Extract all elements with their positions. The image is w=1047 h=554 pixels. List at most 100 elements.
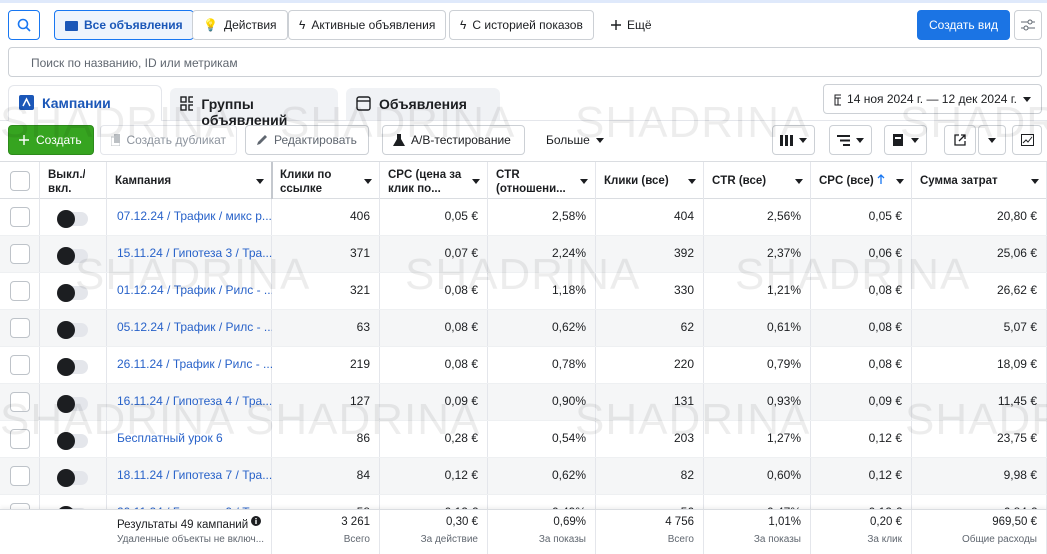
- checkbox[interactable]: [10, 171, 30, 191]
- tab-adsets[interactable]: Группы объявлений: [170, 88, 338, 128]
- metric-value: 0,08 €: [868, 320, 902, 334]
- filter-history[interactable]: ϟ С историей показов: [449, 10, 594, 40]
- campaign-link[interactable]: 07.12.24 / Трафик / микс р...: [117, 209, 272, 223]
- caret: [911, 137, 919, 143]
- column-header[interactable]: Кампания: [107, 162, 272, 199]
- header-label: Выкл./ вкл.: [48, 169, 85, 195]
- campaign-link[interactable]: 05.12.24 / Трафик / Рилс - ...: [117, 320, 272, 334]
- row-checkbox[interactable]: [10, 244, 30, 264]
- metric-value: 1,21%: [766, 283, 801, 297]
- column-header[interactable]: Клики по ссылке: [272, 162, 380, 199]
- more-button[interactable]: Больше: [535, 125, 615, 155]
- ab-button[interactable]: A/B-тестирование: [382, 125, 525, 155]
- row-checkbox[interactable]: [10, 207, 30, 227]
- table-body: 07.12.24 / Трафик / микс р... 406 0,05 € 2,…: [0, 199, 1047, 509]
- header-label: Сумма затрат: [920, 174, 998, 187]
- metric-value: 86: [356, 431, 370, 445]
- row-checkbox[interactable]: [10, 281, 30, 301]
- date-picker[interactable]: 14 ноя 2024 г. — 12 дек 2024 г.: [823, 84, 1042, 114]
- pencil-icon: [257, 135, 267, 145]
- metric-value: 0,12 €: [444, 468, 478, 482]
- toggle[interactable]: [57, 321, 88, 339]
- row-checkbox[interactable]: [10, 503, 30, 509]
- metric-value: 2,56%: [766, 209, 801, 223]
- cell-divider: [106, 199, 107, 235]
- campaign-link[interactable]: 18.11.24 / Гипотеза 7 / Тра...: [117, 468, 272, 482]
- campaign-link[interactable]: 15.11.24 / Гипотеза 3 / Тра...: [117, 246, 272, 260]
- metric-value: 1,18%: [551, 283, 586, 297]
- toggle[interactable]: [57, 284, 88, 302]
- cell-divider: [379, 495, 380, 509]
- table-row: 05.12.24 / Трафик / Рилс - ... 63 0,08 € 0,…: [0, 310, 1047, 347]
- campaign-link[interactable]: Бесплатный урок 6: [117, 431, 223, 445]
- row-checkbox[interactable]: [10, 318, 30, 338]
- campaign-link[interactable]: 26.11.24 / Трафик / Рилс - ...: [117, 357, 272, 371]
- cell-divider: [911, 236, 912, 272]
- export-icon: [954, 134, 966, 146]
- toggle[interactable]: [57, 210, 88, 228]
- toggle[interactable]: [57, 506, 88, 509]
- column-header[interactable]: Выкл./ вкл.: [40, 162, 107, 199]
- campaign-link[interactable]: 20.11.24 / Гипотеза 9 / Тра...: [107, 495, 272, 509]
- column-header[interactable]: CTR (все): [704, 162, 811, 199]
- cell-divider: [810, 495, 811, 509]
- metric-value: 0,90%: [551, 394, 586, 408]
- campaign-link[interactable]: 16.11.24 / Гипотеза 4 / Тра...: [117, 394, 272, 408]
- campaign-link[interactable]: 01.12.24 / Трафик / Рилс - ...: [117, 283, 272, 297]
- filter-all[interactable]: Все объявления: [54, 10, 194, 40]
- cell-divider: [106, 236, 107, 272]
- sort-caret: [795, 178, 803, 184]
- metric-value: 0,62%: [551, 468, 586, 482]
- column-header[interactable]: Сумма затрат: [912, 162, 1047, 199]
- edit-button[interactable]: Редактировать: [245, 125, 369, 155]
- duplicate-button[interactable]: Создать дубликат: [100, 125, 237, 155]
- column-header[interactable]: CPC (цена за клик по...: [380, 162, 488, 199]
- filter-actions[interactable]: 💡 Действия: [192, 10, 288, 40]
- cell-divider: [595, 421, 596, 457]
- row-checkbox[interactable]: [10, 466, 30, 486]
- toggle[interactable]: [57, 469, 88, 487]
- toggle[interactable]: [57, 358, 88, 376]
- export-button[interactable]: [944, 125, 976, 155]
- cell-divider: [39, 310, 40, 346]
- cell-divider: [39, 421, 40, 457]
- create-button[interactable]: Создать: [8, 125, 94, 155]
- reports-button[interactable]: [884, 125, 927, 155]
- column-header[interactable]: CTR (отношени...: [488, 162, 596, 199]
- search-button[interactable]: [8, 10, 40, 40]
- ab-label: A/B-тестирование: [411, 133, 511, 147]
- column-header[interactable]: Клики (все): [596, 162, 704, 199]
- metric-value: 0,49%: [488, 495, 596, 509]
- cell-divider: [810, 421, 811, 457]
- breakdown-button[interactable]: [829, 125, 872, 155]
- metric-value: 0,12 €: [380, 495, 488, 509]
- column-header[interactable]: CPC (все): [811, 162, 912, 199]
- toggle[interactable]: [57, 247, 88, 265]
- row-checkbox[interactable]: [10, 429, 30, 449]
- cell-divider: [595, 236, 596, 272]
- filter-active[interactable]: ϟ Активные объявления: [288, 10, 447, 40]
- row-checkbox[interactable]: [10, 392, 30, 412]
- export-menu[interactable]: [978, 125, 1006, 155]
- header-label: CPC (цена за клик по...: [388, 169, 462, 195]
- metric-value: 2,37%: [766, 246, 801, 260]
- cell-divider: [911, 384, 912, 420]
- search-input[interactable]: Поиск по названию, ID или метрикам: [8, 47, 1042, 77]
- tab-ads[interactable]: Объявления: [346, 88, 500, 120]
- more-filters[interactable]: Ещё: [600, 10, 663, 40]
- row-checkbox[interactable]: [10, 355, 30, 375]
- chart-button[interactable]: [1012, 125, 1042, 155]
- toggle[interactable]: [57, 395, 88, 413]
- cell-divider: [703, 199, 704, 235]
- create-view[interactable]: Создать вид: [917, 10, 1010, 40]
- tab-campaigns[interactable]: Кампании: [8, 85, 162, 121]
- toggle[interactable]: [57, 432, 88, 450]
- cell-divider: [810, 273, 811, 309]
- settings-button[interactable]: [1014, 10, 1042, 40]
- cell-divider: [106, 273, 107, 309]
- more-label: Больше: [546, 133, 590, 147]
- metric-value: 0,12 €: [868, 468, 902, 482]
- cell-divider: [487, 384, 488, 420]
- columns-button[interactable]: [772, 125, 815, 155]
